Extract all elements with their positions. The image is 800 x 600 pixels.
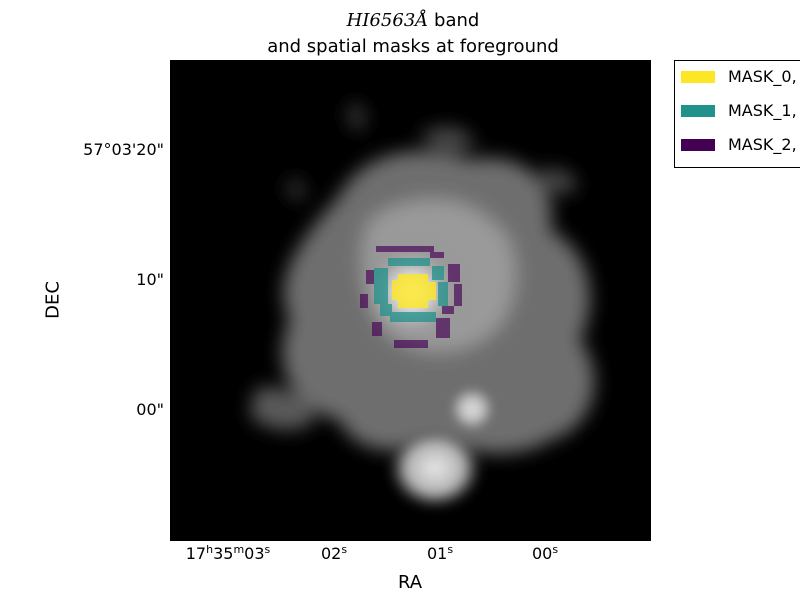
title-text: band — [428, 10, 480, 31]
xtick-label: 02s — [320, 543, 348, 563]
legend-swatch — [681, 139, 715, 151]
plot-title-line1: HI6563Å band — [163, 10, 663, 31]
legend: MASK_0, MASK_1, MASK_2, — [674, 60, 800, 168]
ytick-label: 57°03'20" — [83, 140, 164, 159]
legend-swatch — [681, 71, 715, 83]
legend-label: MASK_0, — [728, 67, 797, 86]
compact-source-east — [448, 385, 496, 433]
compact-source-south — [387, 426, 483, 510]
title-math: HI6563Å — [346, 10, 429, 31]
legend-swatch — [681, 105, 715, 117]
ytick-label: 10" — [136, 270, 164, 289]
plot-title-line2: and spatial masks at foreground — [267, 36, 559, 57]
y-axis-label: DEC — [42, 281, 64, 319]
x-axis-label: RA — [397, 572, 423, 593]
xtick-label: 00s — [531, 543, 559, 563]
xtick-label: 17h35m03s — [185, 543, 271, 563]
mask-2-region — [360, 246, 462, 348]
legend-label: MASK_1, — [728, 101, 797, 120]
ytick-label: 00" — [136, 400, 164, 419]
legend-label: MASK_2, — [728, 135, 797, 154]
image-plot-area — [170, 60, 651, 541]
halpha-image — [250, 104, 595, 510]
xtick-label: 01s — [426, 543, 454, 563]
mask-0-region — [392, 274, 436, 308]
mask-1-region — [374, 258, 448, 322]
